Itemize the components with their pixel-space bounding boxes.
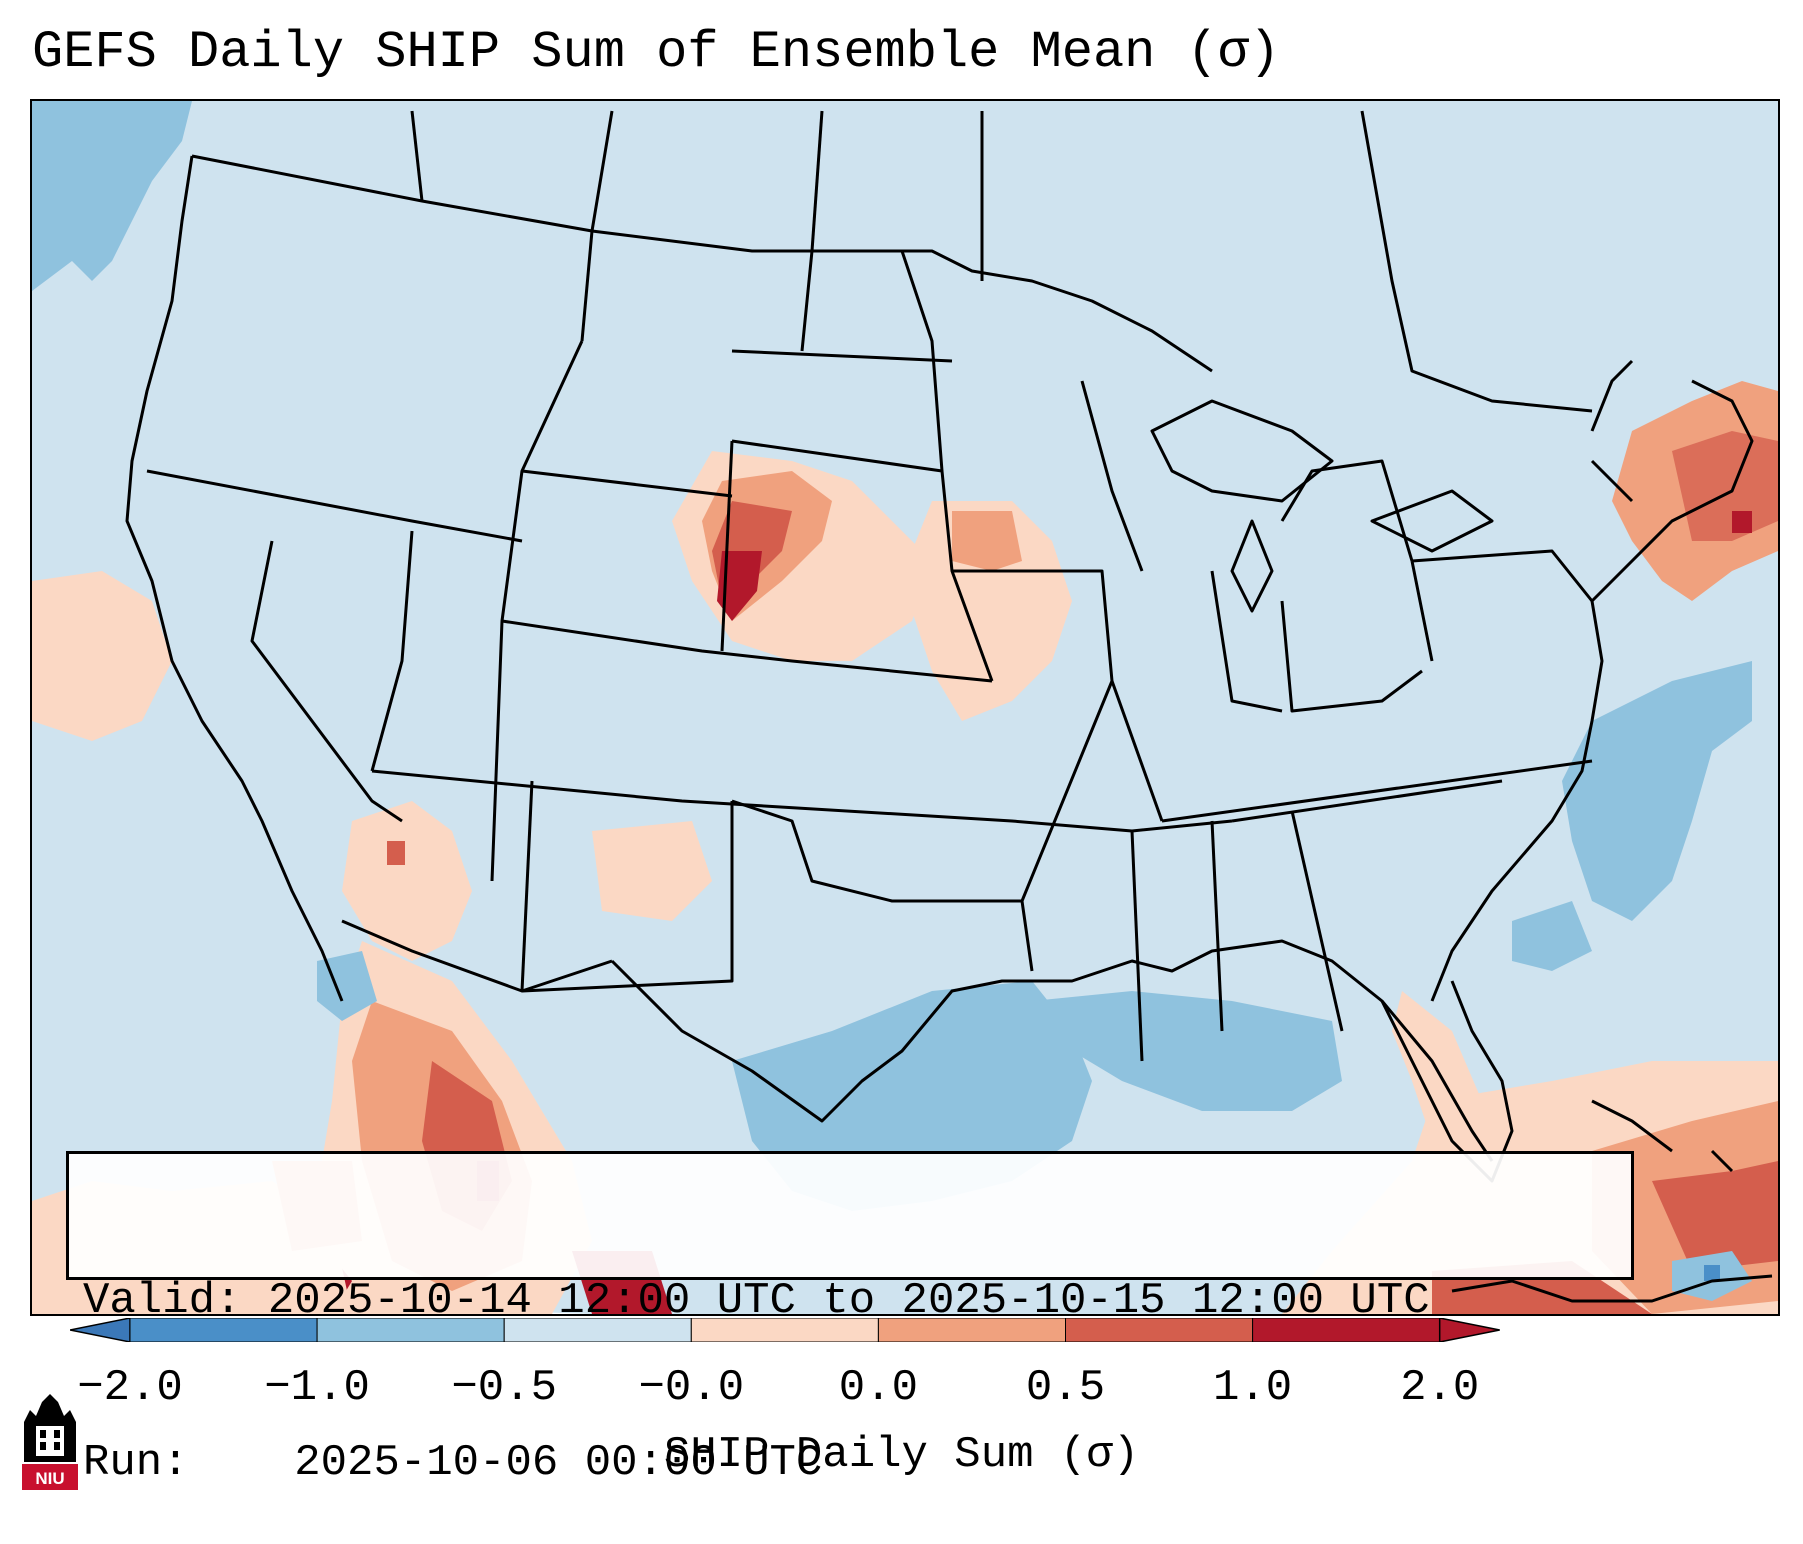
niu-logo-band (22, 1464, 78, 1490)
colorbar-tick-label: −0.5 (451, 1363, 557, 1413)
colorbar-extend-high (1438, 1318, 1500, 1342)
colorbar-label: SHIP Daily Sum (σ) (663, 1430, 1140, 1480)
colorbar-tick-label: 2.0 (1400, 1363, 1480, 1413)
colorbar-segment (503, 1318, 692, 1342)
map-canvas (32, 101, 1778, 1314)
colorbar-tick-label: 0.0 (838, 1363, 918, 1413)
page-title: GEFS Daily SHIP Sum of Ensemble Mean (σ) (32, 23, 1281, 82)
colorbar-segment (316, 1318, 505, 1342)
colorbar-segment (877, 1318, 1067, 1342)
niu-logo-icon: NIU (22, 1394, 78, 1490)
colorbar (70, 1318, 1500, 1342)
run-label: Run: (83, 1438, 189, 1488)
colorbar-segment (690, 1318, 879, 1342)
colorbar-tick-label: −0.0 (638, 1363, 745, 1413)
run-value: 2025-10-06 00:00 UTC (294, 1438, 823, 1488)
run-row: Run: 2025-10-06 00:00 UTC (83, 1436, 1617, 1490)
colorbar-segment (1252, 1318, 1441, 1342)
map-panel (30, 99, 1780, 1316)
colorbar-tick-label: 1.0 (1212, 1363, 1293, 1413)
colorbar-segment (1065, 1318, 1254, 1342)
colorbar-tick-label: −1.0 (264, 1363, 370, 1413)
colorbar-segment (129, 1318, 318, 1342)
colorbar-tick-label: 0.5 (1025, 1363, 1106, 1413)
state-boundaries (125, 110, 1773, 1303)
colorbar-extend-low (70, 1318, 131, 1342)
colorbar-tick-label: −2.0 (77, 1363, 183, 1413)
valid-time-box: Valid: 2025-10-14 12:00 UTC to 2025-10-1… (66, 1151, 1634, 1488)
niu-logo-text: NIU (35, 1469, 64, 1488)
